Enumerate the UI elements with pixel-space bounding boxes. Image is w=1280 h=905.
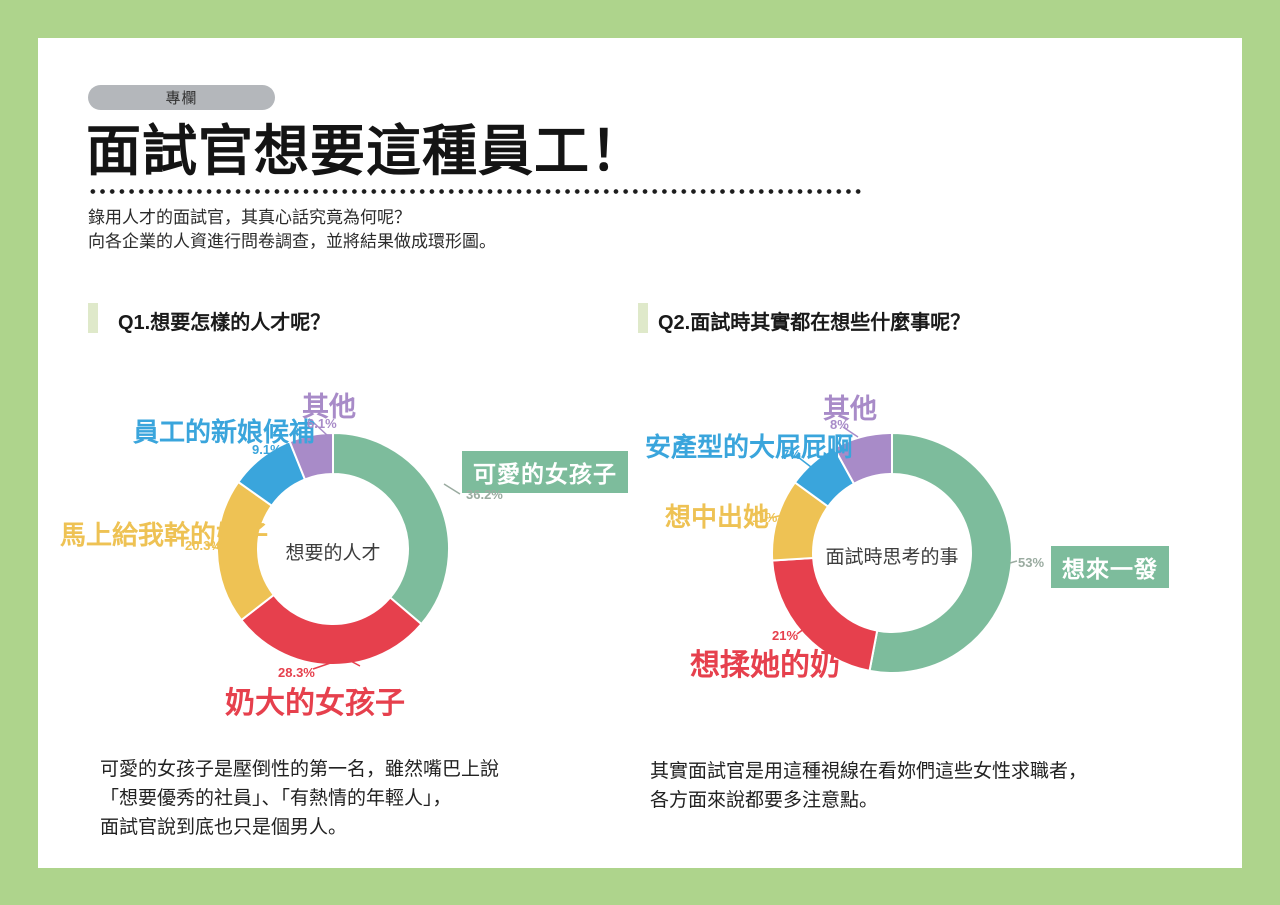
content-card: 專欄 面試官想要這種員工！ 錄用人才的面試官，其真心話究竟為何呢？ 向各企業的人… — [38, 38, 1242, 868]
segment-label: 馬上給我幹的妹子 — [60, 520, 269, 550]
segment-pct: 11% — [752, 510, 778, 525]
segment-label: 想揉她的奶 — [690, 649, 840, 682]
segment-label: 想中出她 — [665, 502, 770, 532]
question-label-q2: Q2.面試時其實都在想些什麼事呢？ — [658, 312, 971, 334]
column-badge: 專欄 — [88, 85, 275, 110]
question-accent-bar — [88, 303, 98, 333]
intro-text: 錄用人才的面試官，其真心話究竟為何呢？ 向各企業的人資進行問卷調查，並將結果做成… — [88, 206, 496, 254]
q2-donut-chart: 想來一發 53% 想揉她的奶 21% 想中出她 11% 安產型的大屁屁啊 7% … — [640, 375, 1220, 755]
q2-footer-text: 其實面試官是用這種視線在看妳們這些女性求職者， 各方面來說都要多注意點。 — [650, 757, 1087, 815]
q1-donut-svg — [211, 422, 461, 670]
page-title: 面試官想要這種員工！ — [86, 120, 647, 182]
footer-text-line: 各方面來說都要多注意點。 — [650, 790, 879, 811]
q1-footer-text: 可愛的女孩子是壓倒性的第一名，雖然嘴巴上說 「想要優秀的社員」、「有熱情的年輕人… — [100, 755, 499, 842]
segment-pct: 36.2% — [466, 487, 503, 502]
footer-text-line: 「想要優秀的社員」、「有熱情的年輕人」， — [100, 788, 452, 809]
donut-center-label: 面試時思考的事 — [825, 547, 959, 568]
donut-segment-0-0 — [332, 431, 450, 626]
leader-line — [312, 657, 361, 670]
dotted-divider — [88, 188, 862, 195]
intro-text-line-1: 錄用人才的面試官，其真心話究竟為何呢？ — [88, 208, 411, 227]
footer-text-line: 其實面試官是用這種視線在看妳們這些女性求職者， — [650, 761, 1088, 782]
question-accent-bar — [638, 303, 648, 333]
footer-text-line: 面試官說到底也只是個男人。 — [100, 817, 348, 838]
donut-segment-1-0 — [868, 431, 1013, 674]
donut-segment-0-1 — [239, 593, 423, 666]
question-label-q1: Q1.想要怎樣的人才呢？ — [118, 312, 331, 334]
donut-segment-0-4 — [288, 431, 334, 481]
segment-label: 員工的新娘候補 — [133, 417, 316, 447]
segment-pct: 6.1% — [307, 416, 337, 431]
leader-line — [313, 422, 329, 437]
segment-label: 其他 — [302, 392, 356, 422]
leader-line — [842, 426, 859, 438]
intro-text-line-2: 向各企業的人資進行問卷調查，並將結果做成環形圖。 — [88, 232, 496, 251]
segment-pct: 28.3% — [278, 665, 315, 680]
leader-line — [211, 546, 231, 552]
leader-line — [796, 625, 819, 635]
segment-label: 奶大的女孩子 — [225, 687, 405, 720]
leader-line — [797, 456, 812, 468]
footer-text-line: 可愛的女孩子是壓倒性的第一名，雖然嘴巴上說 — [100, 759, 500, 780]
segment-pct: 21% — [772, 628, 799, 643]
segment-label-highlight: 可愛的女孩子 — [462, 451, 628, 493]
donut-segment-1-4 — [832, 431, 893, 486]
leader-line — [443, 483, 461, 495]
q2-donut-svg — [769, 426, 1018, 674]
segment-pct: 20.3% — [185, 538, 222, 553]
leader-line — [769, 514, 793, 524]
segment-pct: 9.1% — [252, 442, 282, 457]
segment-pct: 53% — [1018, 555, 1045, 570]
leader-line — [1009, 560, 1018, 564]
segment-pct: 8% — [830, 417, 849, 432]
segment-pct: 7% — [782, 447, 801, 462]
leader-line — [272, 453, 292, 474]
segment-label: 安產型的大屁屁啊 — [645, 432, 854, 462]
segment-label-highlight: 想來一發 — [1051, 546, 1169, 588]
donut-center-label: 想要的人才 — [285, 543, 381, 564]
q1-donut-chart: 可愛的女孩子 36.2% 奶大的女孩子 28.3% 馬上給我幹的妹子 20.3%… — [60, 375, 628, 755]
segment-label: 其他 — [823, 394, 877, 424]
